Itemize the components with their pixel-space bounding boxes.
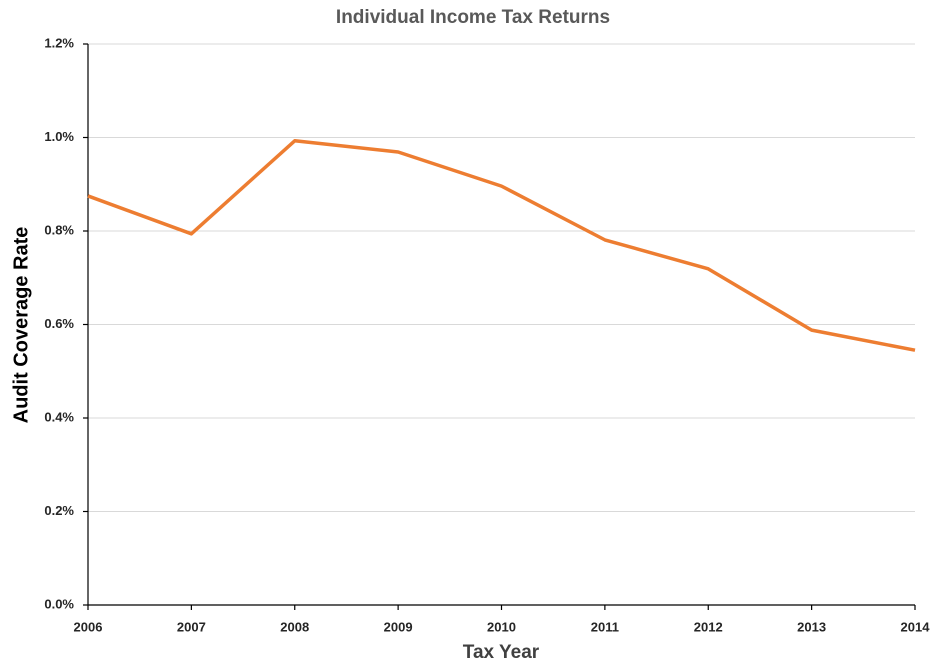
x-tick-label: 2010 xyxy=(487,619,516,634)
line-series xyxy=(87,139,916,352)
x-tick-label: 2014 xyxy=(901,619,931,634)
y-tick-label: 0.4% xyxy=(44,409,74,424)
y-tick-label: 0.6% xyxy=(44,316,74,331)
chart-title: Individual Income Tax Returns xyxy=(336,7,610,28)
y-tick-label: 0.2% xyxy=(44,503,74,518)
x-axis-title: Tax Year xyxy=(463,642,540,663)
y-tick-label: 1.0% xyxy=(44,129,74,144)
y-tick-label: 0.8% xyxy=(44,222,74,237)
y-tick-label: 1.2% xyxy=(44,35,74,50)
x-tick-label: 2006 xyxy=(74,619,103,634)
x-tick-label: 2008 xyxy=(280,619,309,634)
x-tick-label: 2007 xyxy=(177,619,206,634)
y-tick-label: 0.0% xyxy=(44,596,74,611)
x-tick-label: 2009 xyxy=(384,619,413,634)
x-tick-label: 2011 xyxy=(591,619,619,634)
y-axis-title: Audit Coverage Rate xyxy=(10,227,32,424)
x-tick-label: 2012 xyxy=(694,619,723,634)
x-tick-label: 2013 xyxy=(797,619,826,634)
